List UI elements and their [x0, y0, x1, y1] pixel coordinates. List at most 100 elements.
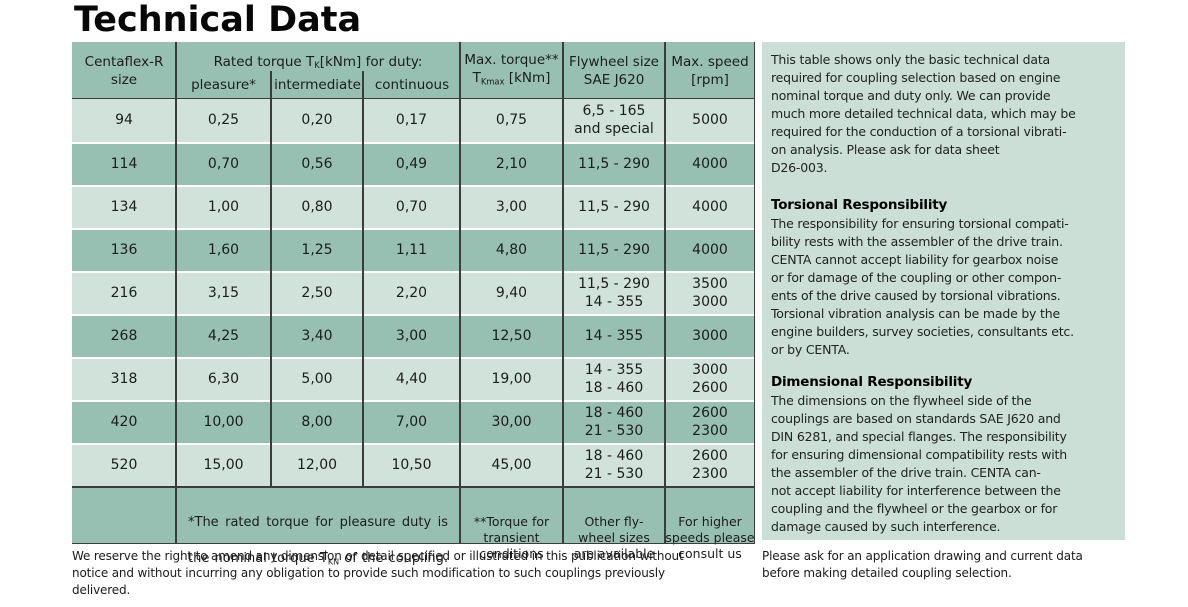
table-row: 420 10,00 8,00 7,00 30,00 18 - 460 21 - …: [72, 400, 755, 443]
torsional-paragraph: The responsibility for ensuring torsiona…: [771, 216, 1074, 357]
cell-pleasure: 10,00: [203, 413, 244, 430]
cell-max-torque: 3,00: [495, 198, 528, 215]
cell-intermediate: 0,80: [301, 198, 333, 215]
cell-max-torque: 12,50: [491, 327, 532, 344]
header-pleasure: pleasure*: [191, 77, 256, 93]
cell-max-speed: 3500 3000: [692, 276, 728, 310]
column-divider: [175, 42, 177, 544]
table-row: 94 0,25 0,20 0,17 0,75 6,5 - 165 and spe…: [72, 99, 755, 142]
cell-max-torque: 9,40: [495, 284, 528, 301]
cell-continuous: 7,00: [395, 413, 428, 430]
header-flywheel: Flywheel size SAE J620: [569, 53, 659, 88]
section-heading-dimensional: Dimensional Responsibility: [771, 374, 973, 390]
header-divider: [72, 97, 755, 99]
page-title: Technical Data: [74, 0, 362, 40]
table-right-border: [753, 42, 755, 544]
cell-flywheel: 14 - 355 18 - 460: [584, 362, 644, 396]
cell-max-speed: 4000: [692, 198, 728, 215]
column-divider: [362, 71, 364, 486]
column-divider: [270, 71, 272, 486]
cell-max-speed: 3000 2600: [692, 362, 728, 396]
column-divider: [459, 42, 461, 544]
cell-intermediate: 0,56: [301, 155, 333, 172]
cell-continuous: 10,50: [391, 456, 432, 473]
table-row: 268 4,25 3,40 3,00 12,50 14 - 355 3000: [72, 314, 755, 357]
cell-continuous: 3,00: [395, 327, 428, 344]
cell-max-torque: 30,00: [491, 413, 532, 430]
cell-max-torque: 45,00: [491, 456, 532, 473]
cell-flywheel: 11,5 - 290: [578, 155, 650, 172]
cell-size: 134: [110, 198, 138, 215]
cell-pleasure: 15,00: [203, 456, 244, 473]
cell-continuous: 0,17: [395, 111, 428, 128]
cell-pleasure: 4,25: [207, 327, 240, 344]
cell-max-torque: 4,80: [495, 241, 528, 258]
cell-flywheel: 6,5 - 165 and special: [574, 103, 654, 137]
table-body: 94 0,25 0,20 0,17 0,75 6,5 - 165 and spe…: [72, 99, 755, 486]
table-row: 318 6,30 5,00 4,40 19,00 14 - 355 18 - 4…: [72, 357, 755, 400]
footnote-rated-torque: *The rated torque for pleasure duty is t…: [188, 515, 448, 567]
cell-size: 94: [115, 111, 133, 128]
cell-max-speed: 5000: [692, 111, 728, 128]
cell-flywheel: 11,5 - 290: [578, 198, 650, 215]
cell-size: 318: [110, 370, 138, 387]
cell-flywheel: 11,5 - 290 14 - 355: [578, 276, 650, 310]
cell-intermediate: 3,40: [301, 327, 333, 344]
cell-pleasure: 6,30: [207, 370, 240, 387]
cell-size: 420: [110, 413, 138, 430]
cell-flywheel: 18 - 460 21 - 530: [584, 448, 644, 482]
cell-max-speed: 4000: [692, 155, 728, 172]
cell-continuous: 0,49: [395, 155, 428, 172]
footnote-flywheel-sizes: Other fly- wheel sizes are available: [573, 513, 655, 561]
header-continuous: continuous: [363, 71, 460, 99]
cell-flywheel: 18 - 460 21 - 530: [584, 405, 644, 439]
cell-pleasure: 1,00: [207, 198, 240, 215]
table-row: 216 3,15 2,50 2,20 9,40 11,5 - 290 14 - …: [72, 271, 755, 314]
table-row: 136 1,60 1,25 1,11 4,80 11,5 - 290 4000: [72, 228, 755, 271]
cell-size: 136: [110, 241, 138, 258]
footnote-higher-speeds: For higher speeds please consult us: [665, 513, 755, 561]
cell-size: 216: [110, 284, 138, 301]
cell-pleasure: 0,25: [207, 111, 240, 128]
cell-max-torque: 19,00: [491, 370, 532, 387]
cell-max-speed: 4000: [692, 241, 728, 258]
column-divider: [664, 42, 666, 544]
cell-max-torque: 0,75: [495, 111, 528, 128]
header-max-speed: Max. speed [rpm]: [671, 53, 749, 88]
dimensional-paragraph: The dimensions on the flywheel side of t…: [771, 393, 1067, 534]
cell-max-speed: 3000: [692, 327, 728, 344]
cell-continuous: 2,20: [395, 284, 428, 301]
cell-intermediate: 1,25: [301, 241, 333, 258]
intro-paragraph: This table shows only the basic technica…: [771, 52, 1076, 175]
cell-intermediate: 5,00: [301, 370, 333, 387]
cell-continuous: 1,11: [395, 241, 428, 258]
cell-pleasure: 1,60: [207, 241, 240, 258]
table-row: 520 15,00 12,00 10,50 45,00 18 - 460 21 …: [72, 443, 755, 486]
footnote-divider: [72, 486, 755, 488]
table-row: 114 0,70 0,56 0,49 2,10 11,5 - 290 4000: [72, 142, 755, 185]
disclaimer-note: We reserve the right to amend any dimens…: [72, 549, 684, 597]
cell-size: 268: [110, 327, 138, 344]
table-bottom-border: [72, 542, 755, 544]
header-size: Centaflex-R size: [84, 53, 164, 88]
cell-pleasure: 0,70: [207, 155, 240, 172]
cell-flywheel: 14 - 355: [584, 327, 644, 344]
table-footnotes-row: *The rated torque for pleasure duty is t…: [72, 486, 755, 566]
cell-size: 520: [110, 456, 138, 473]
cell-continuous: 4,40: [395, 370, 428, 387]
table-row: 134 1,00 0,80 0,70 3,00 11,5 - 290 4000: [72, 185, 755, 228]
cell-pleasure: 3,15: [207, 284, 240, 301]
cell-max-torque: 2,10: [495, 155, 528, 172]
cell-continuous: 0,70: [395, 198, 428, 215]
cell-size: 114: [110, 155, 138, 172]
cell-max-speed: 2600 2300: [692, 448, 728, 482]
cell-intermediate: 2,50: [301, 284, 333, 301]
section-heading-torsional: Torsional Responsibility: [771, 197, 948, 213]
cell-intermediate: 12,00: [296, 456, 338, 473]
cell-intermediate: 0,20: [301, 111, 333, 128]
